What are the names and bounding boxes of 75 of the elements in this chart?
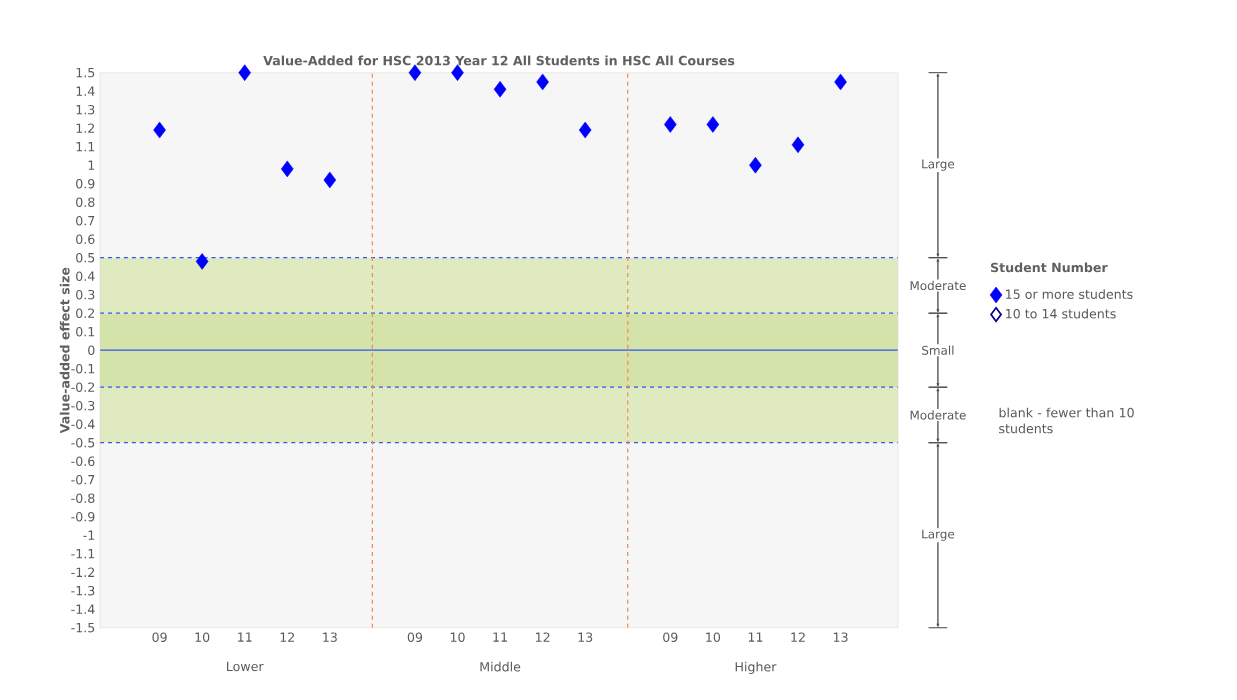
y-tick-label: -0.4 bbox=[71, 419, 95, 429]
band-label: Moderate bbox=[910, 410, 966, 420]
point bbox=[493, 81, 507, 98]
y-tick-label: 0.6 bbox=[76, 234, 95, 244]
x-tick-label: 12 bbox=[791, 632, 805, 642]
point bbox=[281, 160, 294, 178]
y-tick-label: -0.2 bbox=[71, 382, 95, 392]
y-tick-label: 1.1 bbox=[76, 142, 95, 152]
point bbox=[238, 64, 251, 81]
point bbox=[195, 253, 209, 270]
x-tick-label: 13 bbox=[833, 632, 848, 642]
text: blank - fewer than 10 students bbox=[999, 407, 1134, 434]
y-tick-label: -1.3 bbox=[71, 585, 95, 596]
x-tick-label: 10 bbox=[450, 632, 465, 642]
x-tick-label: 11 bbox=[238, 632, 252, 642]
x-tick-label: 11 bbox=[748, 632, 763, 642]
x-tick-label: 10 bbox=[706, 632, 721, 642]
x-tick-label: 10 bbox=[195, 632, 210, 642]
y-tick-label: 0.8 bbox=[76, 197, 95, 207]
y-tick-label: -0.5 bbox=[71, 437, 95, 448]
point bbox=[578, 121, 592, 139]
band-label: Large bbox=[922, 529, 955, 541]
point bbox=[791, 136, 805, 154]
legend-label: 10 to 14 students bbox=[1006, 308, 1116, 319]
legend-title: Student Number bbox=[990, 262, 1108, 273]
y-tick-label: 0.7 bbox=[76, 215, 95, 226]
point bbox=[834, 73, 847, 91]
y-tick-label: -1.4 bbox=[71, 604, 95, 614]
y-tick-label: 0.3 bbox=[76, 289, 95, 300]
point bbox=[706, 116, 720, 133]
point bbox=[749, 156, 762, 174]
point bbox=[153, 121, 166, 139]
band-label: Large bbox=[922, 159, 955, 171]
point bbox=[536, 73, 549, 91]
y-tick-label: 1.5 bbox=[76, 67, 95, 78]
text: Middle bbox=[480, 661, 521, 672]
y-tick-label: -1.1 bbox=[71, 549, 95, 559]
y-tick-label: -0.9 bbox=[71, 511, 95, 522]
y-tick-label: 1.4 bbox=[76, 86, 95, 96]
x-tick-label: 11 bbox=[493, 632, 507, 642]
text: Lower bbox=[227, 661, 264, 672]
chart-title: Value-Added for HSC 2013 Year 12 All Students in HSC All Courses bbox=[263, 55, 735, 66]
y-tick-label: 0.1 bbox=[76, 326, 95, 337]
y-tick-label: -0.3 bbox=[71, 400, 95, 411]
y-axis-title: Value-added effect size bbox=[59, 267, 70, 434]
y-tick-label: 0.4 bbox=[76, 271, 95, 281]
x-tick-label: 09 bbox=[663, 632, 678, 642]
band-label: Moderate bbox=[910, 280, 966, 291]
y-tick-label: 1.3 bbox=[76, 104, 95, 115]
y-tick-label: -0.6 bbox=[71, 456, 95, 466]
y-tick-label: 0.9 bbox=[76, 178, 95, 189]
x-tick-label: 09 bbox=[407, 632, 423, 642]
band-label: Small bbox=[922, 345, 954, 355]
point bbox=[664, 116, 677, 133]
y-tick-label: 1.2 bbox=[76, 123, 95, 133]
y-tick-label: 1 bbox=[88, 160, 95, 170]
point bbox=[323, 171, 337, 189]
x-tick-label: 12 bbox=[280, 632, 295, 642]
y-tick-label: -0.1 bbox=[71, 363, 95, 374]
y-tick-label: 0 bbox=[88, 345, 95, 355]
x-tick-label: 09 bbox=[152, 632, 167, 642]
point bbox=[408, 64, 422, 81]
y-tick-label: 0.5 bbox=[76, 252, 95, 263]
y-tick-label: -1 bbox=[83, 530, 95, 540]
x-tick-label: 13 bbox=[323, 632, 337, 642]
x-tick-label: 12 bbox=[536, 632, 550, 642]
point bbox=[451, 64, 464, 81]
y-tick-label: -0.8 bbox=[71, 493, 95, 503]
text: Higher bbox=[735, 661, 777, 674]
x-tick-label: 13 bbox=[578, 632, 593, 642]
y-tick-label: -1.2 bbox=[71, 567, 95, 577]
y-tick-label: -0.7 bbox=[71, 474, 95, 485]
y-tick-label: 0.2 bbox=[76, 308, 95, 318]
y-tick-label: -1.5 bbox=[71, 623, 95, 633]
legend-label: 15 or more students bbox=[1006, 289, 1133, 299]
